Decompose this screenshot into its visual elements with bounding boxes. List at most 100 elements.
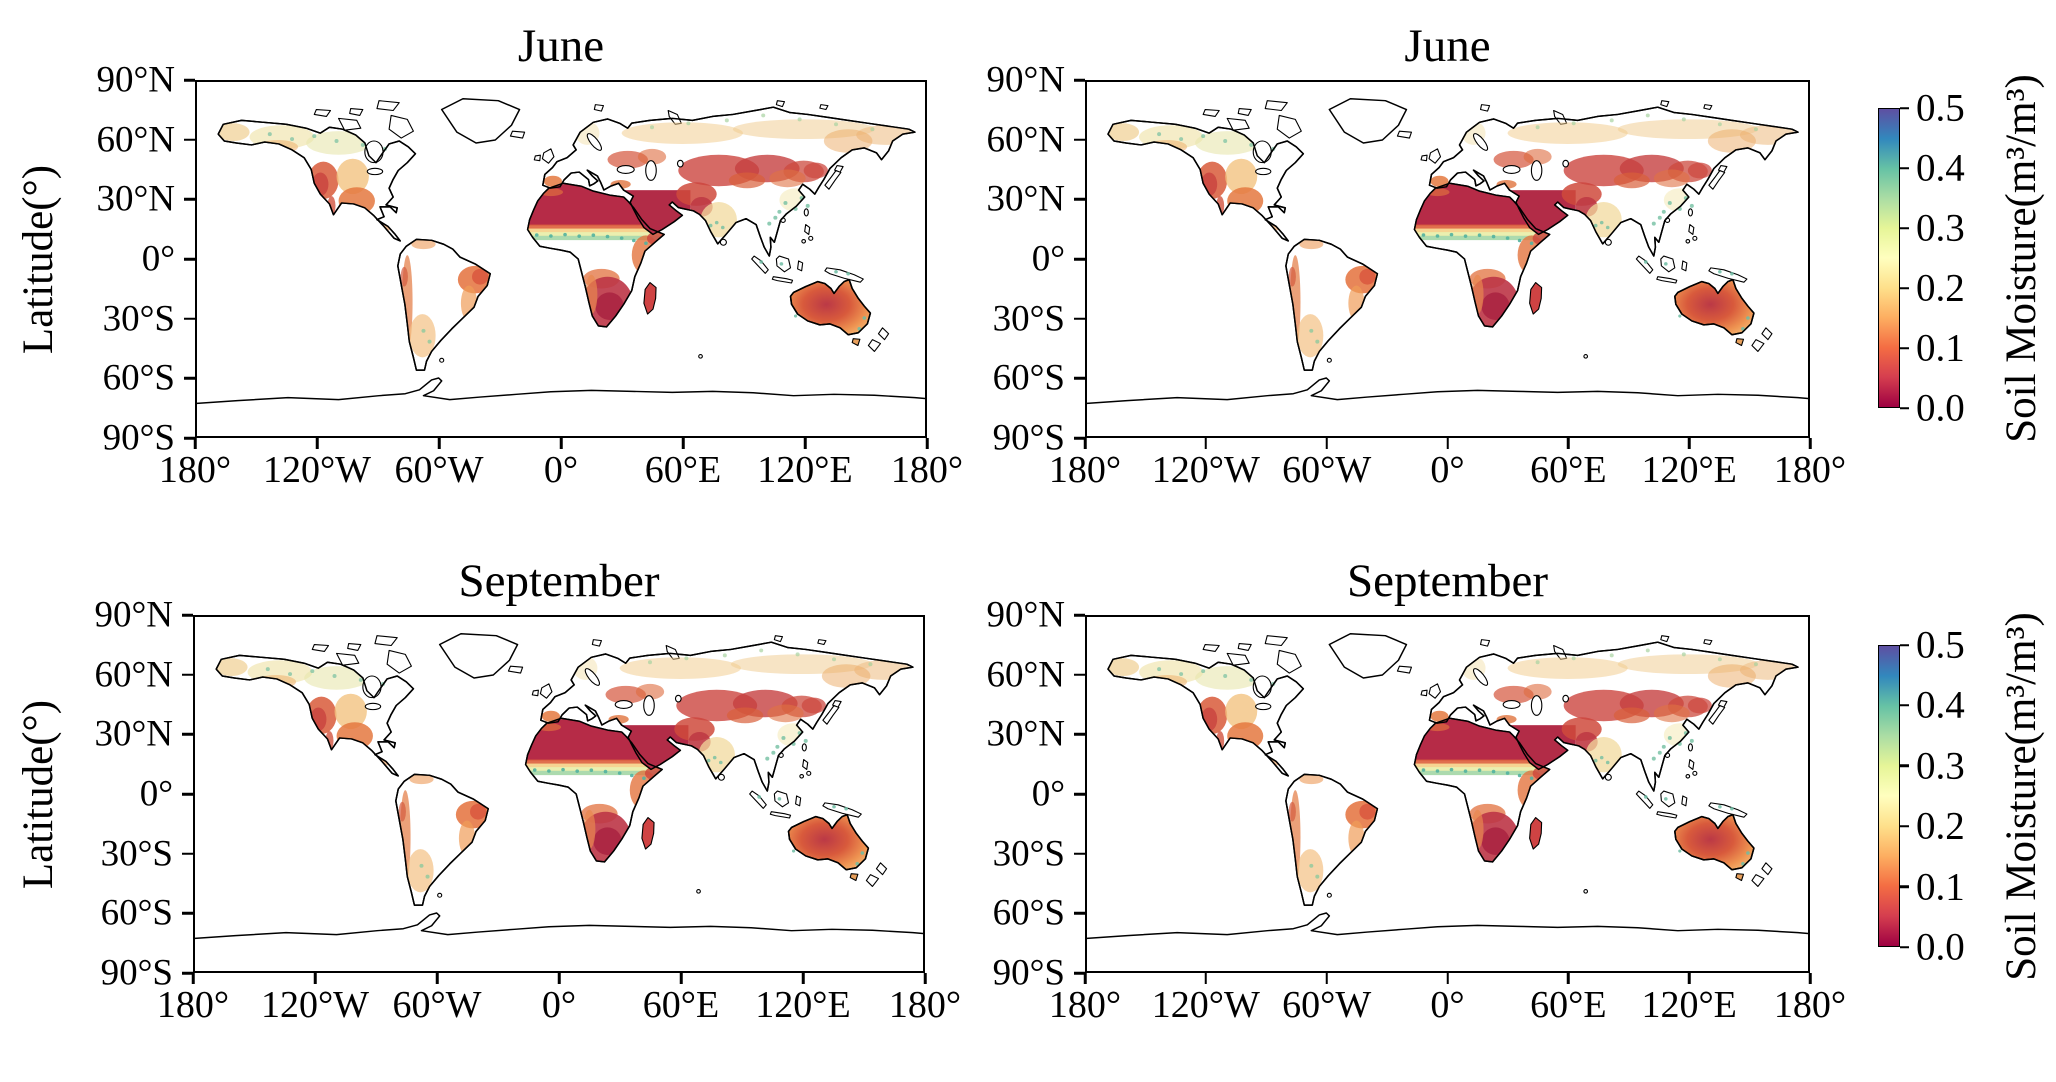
lon-tick-label: 180°	[158, 449, 232, 491]
lat-tick-label: 0°	[1031, 773, 1065, 815]
lat-tick-label: 60°S	[992, 357, 1065, 399]
panel-title: June	[1404, 20, 1491, 72]
lat-tick-mark	[1074, 852, 1085, 855]
lat-tick-label: 90°N	[986, 59, 1065, 101]
cbar-tick-label: 0.5	[1916, 86, 1965, 130]
cbar-tick-label: 0.5	[1916, 623, 1965, 667]
lat-tick-label: 30°N	[986, 178, 1065, 220]
lon-tick-label: 120°E	[1641, 984, 1737, 1026]
lat-tick-label: 0°	[141, 238, 175, 280]
y-axis-title-text: Latitude(°)	[15, 164, 63, 354]
colorbar-gradient	[1878, 108, 1900, 408]
lat-tick-mark	[1074, 436, 1085, 440]
lon-tick-label: 180°	[1048, 449, 1122, 491]
lat-tick-mark	[184, 257, 195, 261]
lon-tick-mark	[315, 438, 319, 449]
colorbar-row2: 0.0 0.1 0.2 0.3 0.4 0.5	[1878, 626, 1965, 967]
lat-tick-mark	[182, 971, 193, 975]
lat-tick-mark	[184, 198, 195, 201]
lat-tick-label: 90°N	[96, 59, 175, 101]
lat-tick-label: 0°	[1031, 238, 1065, 280]
cbar-tick-mark	[1900, 704, 1909, 707]
lon-tick-mark	[1567, 438, 1570, 449]
cbar-tick-label: 0.3	[1916, 206, 1965, 250]
lon-tick-mark	[681, 438, 685, 449]
lon-tick-mark	[193, 438, 197, 449]
lon-tick-mark	[1687, 438, 1691, 449]
colorbar-gradient	[1878, 645, 1900, 947]
y-axis-title-row1: Latitude(°)	[6, 80, 72, 438]
lon-tick-mark	[923, 973, 927, 984]
cbar-tick-mark	[1900, 226, 1909, 230]
lat-tick-mark	[182, 852, 193, 855]
lon-tick-mark	[437, 438, 441, 449]
lon-tick-mark	[1083, 973, 1087, 984]
cbar-tick-label: 0.1	[1916, 865, 1965, 909]
lon-tick-label: 0°	[541, 984, 577, 1026]
lat-tick-label: 60°N	[986, 119, 1065, 161]
lon-tick-label: 180°	[1773, 449, 1847, 491]
lon-tick-mark	[557, 973, 561, 984]
lon-tick-label: 60°E	[644, 449, 722, 491]
lat-tick-label: 60°N	[986, 654, 1065, 696]
lon-tick-label: 0°	[543, 449, 579, 491]
lat-tick-label: 90°S	[992, 417, 1065, 459]
cbar-tick-mark	[1900, 764, 1909, 768]
y-axis-title-text: Latitude(°)	[15, 699, 63, 889]
lon-tick-label: 120°W	[1151, 984, 1260, 1026]
lat-tick-mark	[1074, 317, 1085, 320]
lat-tick-mark	[1074, 613, 1085, 617]
colorbar-title-row2: Soil Moisture(m³/m³)	[1986, 612, 2056, 981]
lat-tick-label: 60°S	[992, 892, 1065, 934]
y-axis-ticks: 90°N 60°N 30°N 0° 30°S 60°S 90°S	[63, 597, 193, 992]
colorbar-ticks: 0.0 0.1 0.2 0.3 0.4 0.5	[1900, 626, 2010, 967]
colorbar-title-row1: Soil Moisture(m³/m³)	[1986, 74, 2056, 443]
lon-tick-mark	[1083, 438, 1087, 449]
lon-tick-label: 0°	[1430, 449, 1465, 491]
lon-tick-mark	[1808, 438, 1812, 449]
lon-tick-label: 60°W	[394, 449, 484, 491]
lon-tick-label: 60°E	[1530, 984, 1607, 1026]
lon-tick-label: 180°	[890, 449, 964, 491]
map-plot-area	[1085, 80, 1810, 438]
y-axis-ticks: 90°N 60°N 30°N 0° 30°S 60°S 90°S	[955, 597, 1085, 992]
lat-tick-label: 90°N	[94, 594, 173, 636]
map-plot-area	[193, 615, 925, 973]
world-map	[195, 617, 923, 971]
lon-tick-mark	[1204, 973, 1208, 984]
lat-tick-mark	[184, 436, 195, 440]
cbar-tick-mark	[1900, 885, 1909, 888]
cbar-tick-mark	[1900, 166, 1909, 170]
cbar-tick-mark	[1900, 824, 1909, 828]
lon-tick-mark	[1446, 438, 1449, 449]
lat-tick-label: 90°S	[992, 952, 1065, 994]
cbar-tick-label: 0.0	[1916, 386, 1965, 430]
lat-tick-mark	[184, 377, 195, 380]
lat-tick-label: 60°S	[102, 357, 175, 399]
map-plot-area	[195, 80, 927, 438]
lon-tick-label: 60°W	[1282, 984, 1372, 1026]
lat-tick-mark	[184, 138, 195, 141]
lon-tick-label: 60°W	[392, 984, 482, 1026]
lat-tick-label: 90°S	[100, 952, 173, 994]
lon-tick-mark	[1808, 973, 1812, 984]
lat-tick-mark	[1074, 138, 1085, 141]
panel-title: September	[1347, 555, 1548, 607]
lon-tick-label: 120°E	[755, 984, 851, 1026]
cbar-tick-mark	[1900, 406, 1909, 410]
lat-tick-mark	[1074, 377, 1085, 380]
lat-tick-mark	[182, 673, 193, 676]
lat-tick-label: 30°N	[96, 178, 175, 220]
lat-tick-mark	[182, 733, 193, 736]
lat-tick-label: 30°N	[986, 713, 1065, 755]
lat-tick-mark	[1074, 257, 1085, 261]
cbar-tick-mark	[1900, 106, 1909, 110]
panel-june-right: June 90°N 60°N 30°N 0° 30°S 60°S 90°S 180° 120°…	[986, 23, 1846, 490]
lon-tick-mark	[679, 973, 683, 984]
lon-tick-mark	[435, 973, 439, 984]
lon-tick-mark	[191, 973, 195, 984]
world-map	[197, 82, 925, 436]
lat-tick-label: 90°N	[986, 594, 1065, 636]
lon-tick-label: 120°E	[757, 449, 853, 491]
lon-tick-mark	[1567, 973, 1570, 984]
